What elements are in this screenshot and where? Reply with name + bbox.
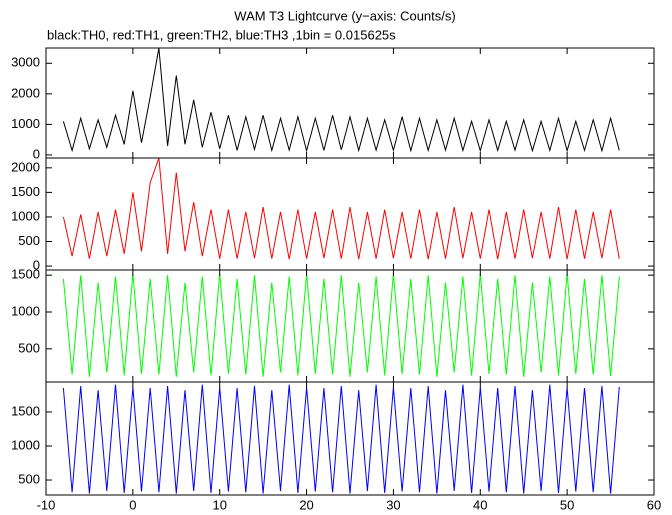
x-tick-label: 30 bbox=[386, 497, 400, 512]
lightcurve bbox=[62, 157, 620, 260]
y-tick-label: 1000 bbox=[11, 437, 40, 452]
y-tick-label: 2000 bbox=[11, 159, 40, 174]
x-tick-label: 50 bbox=[560, 497, 574, 512]
y-tick-label: 500 bbox=[18, 233, 40, 248]
chart-title: WAM T3 Lightcurve (y−axis: Counts/s) bbox=[234, 8, 455, 23]
x-tick-label: 60 bbox=[647, 497, 661, 512]
y-tick-label: 500 bbox=[18, 340, 40, 355]
y-tick-label: 2000 bbox=[11, 85, 40, 100]
y-tick-label: 1000 bbox=[11, 303, 40, 318]
y-tick-label: 0 bbox=[33, 258, 40, 273]
x-tick-label: -10 bbox=[37, 497, 56, 512]
y-tick-label: 1000 bbox=[11, 116, 40, 131]
y-tick-label: 1500 bbox=[11, 403, 40, 418]
y-tick-label: 1500 bbox=[11, 267, 40, 282]
y-tick-label: 500 bbox=[18, 471, 40, 486]
chart-subtitle: black:TH0, red:TH1, green:TH2, blue:TH3 … bbox=[47, 27, 396, 42]
lightcurve bbox=[62, 384, 620, 494]
lightcurve bbox=[62, 273, 620, 377]
x-tick-label: 0 bbox=[129, 497, 136, 512]
x-tick-label: 20 bbox=[299, 497, 313, 512]
y-tick-label: 3000 bbox=[11, 55, 40, 70]
y-tick-label: 1500 bbox=[11, 184, 40, 199]
x-tick-label: 40 bbox=[473, 497, 487, 512]
lightcurve bbox=[62, 47, 620, 153]
x-tick-label: 10 bbox=[212, 497, 226, 512]
y-tick-label: 1000 bbox=[11, 208, 40, 223]
y-tick-label: 0 bbox=[33, 146, 40, 161]
plot-frame bbox=[45, 381, 655, 496]
